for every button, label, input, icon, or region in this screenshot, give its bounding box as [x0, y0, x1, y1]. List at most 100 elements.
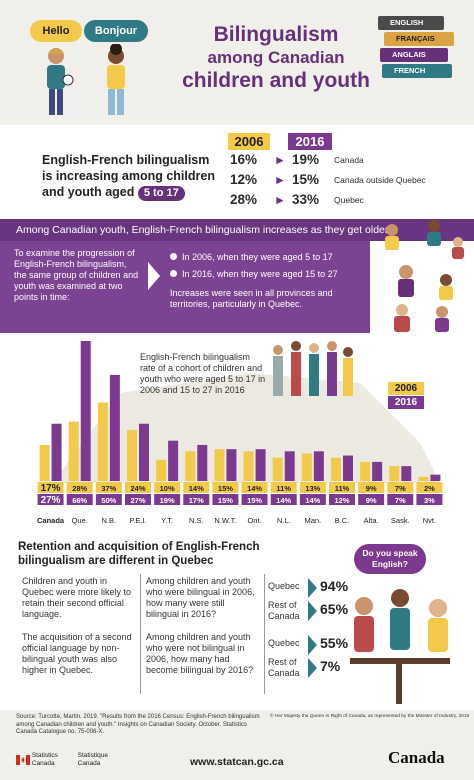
bar-ont-2016 [255, 449, 266, 481]
value-label-2016: 7% [395, 496, 406, 505]
category-label: Man. [305, 516, 322, 525]
bar-nvt-2006 [418, 476, 429, 481]
value-label-bg-2016 [270, 494, 297, 505]
category-label: Canada [37, 516, 65, 525]
value-label-2006: 13% [305, 484, 320, 493]
arrow-right-icon: ► [274, 193, 286, 207]
value-label-bg-2006 [358, 482, 385, 493]
value-label-2016: 66% [72, 496, 87, 505]
value-label-2006: 37% [101, 484, 116, 493]
category-label: Ont. [247, 516, 261, 525]
bar-sask-2016 [401, 466, 412, 481]
question-retain: Among children and youth who were biling… [146, 576, 255, 619]
answer-label-roc: Rest of Canada [268, 600, 300, 621]
source-citation: Source: Turcotte, Martin. 2019. "Results… [16, 714, 260, 735]
category-label: B.C. [335, 516, 350, 525]
conversation-illustration [350, 589, 450, 704]
bar-ns-2006 [185, 451, 196, 481]
value-label-bg-2006 [125, 482, 151, 493]
bar-nb-2016 [109, 374, 120, 481]
legend-2016: 2016 [388, 396, 424, 409]
value-label-2006: 14% [189, 484, 204, 493]
value-label-bg-2016 [358, 494, 385, 505]
category-label: Que. [72, 516, 88, 525]
answer-label-roc: Rest of Canada [268, 657, 300, 678]
book-french: FRENCH [382, 64, 452, 78]
category-label: N.B. [102, 516, 117, 525]
value-label-2016: 3% [424, 496, 435, 505]
value-label-2016: 50% [101, 496, 116, 505]
value-label-bg-2006 [95, 482, 122, 493]
book-anglais: ANGLAIS [380, 48, 448, 62]
value-label-bg-2006 [241, 482, 268, 493]
book-english: ENGLISH [378, 16, 444, 30]
bar-nwt-2006 [214, 449, 225, 481]
value-label-bg-2006 [154, 482, 181, 493]
bar-que-2006 [68, 421, 79, 481]
stat-row-outside-quebec: 12% ► 15% Canada outside Quebec [230, 172, 426, 187]
bar-que-2016 [80, 341, 91, 481]
value-label-2016: 17% [189, 496, 204, 505]
stat-row-canada: 16% ► 19% Canada [230, 152, 364, 167]
value-label-2016: 14% [305, 496, 320, 505]
value-label-2006: 7% [395, 484, 406, 493]
value-label-bg-2006 [37, 482, 64, 493]
retain-roc-value: 65% [320, 601, 349, 617]
bar-chart: 17%27%Canada28%66%Que.37%50%N.B.24%27%P.… [37, 341, 443, 525]
legend-2006: 2006 [388, 382, 424, 395]
category-label: N.S. [189, 516, 204, 525]
bar-nl-2006 [272, 457, 283, 481]
chevron-right-icon [308, 635, 317, 655]
category-label: P.E.I. [129, 516, 146, 525]
value-label-2016: 15% [218, 496, 233, 505]
value-label-2016: 9% [366, 496, 377, 505]
value-label-2016: 19% [160, 496, 175, 505]
page-title: Bilingualism among Canadian children and… [182, 23, 370, 92]
speech-bubble-bonjour: Bonjour [84, 20, 148, 42]
year-2016-label: 2016 [288, 133, 332, 150]
value-label-2006: 28% [72, 484, 87, 493]
value-label-2006: 11% [276, 484, 291, 493]
value-label-2016: 12% [334, 496, 349, 505]
divider [264, 574, 265, 694]
section-band-title: Among Canadian youth, English-French bil… [0, 219, 474, 241]
chevron-right-icon [308, 658, 317, 678]
chevron-right-icon [308, 601, 317, 621]
value-label-bg-2016 [387, 494, 414, 505]
value-label-bg-2006 [329, 482, 355, 493]
bar-nb-2006 [97, 402, 108, 481]
canada-wordmark: Canada [388, 748, 445, 767]
category-label: N.W.T. [214, 516, 236, 525]
quebec-section-title: Retention and acquisition of English-Fre… [18, 541, 260, 567]
acquire-quebec-value: 55% [320, 635, 349, 651]
cohort-panel [0, 241, 370, 333]
value-label-bg-2016 [183, 494, 210, 505]
bar-bc-2006 [331, 457, 341, 481]
bar-bc-2016 [343, 455, 353, 481]
value-label-2016: 27% [41, 495, 61, 506]
value-label-bg-2006 [416, 482, 443, 493]
chevron-right-icon [148, 262, 160, 290]
stat-row-quebec: 28% ► 33% Quebec [230, 192, 364, 207]
retain-text: Children and youth in Quebec were more l… [22, 576, 132, 619]
value-label-bg-2016 [95, 494, 122, 505]
bullet-2006: In 2006, when they were aged 5 to 17 [170, 252, 333, 262]
bar-nvt-2016 [430, 474, 441, 481]
answer-label-quebec: Quebec [268, 638, 300, 648]
arrow-right-icon: ► [274, 153, 286, 167]
value-label-bg-2016 [416, 494, 443, 505]
statcan-logo: Statistics Canada Statistique Canada [16, 752, 124, 767]
bar-pei-2006 [127, 430, 137, 481]
category-label: Nvt. [423, 516, 436, 525]
value-label-bg-2016 [125, 494, 151, 505]
value-label-2006: 17% [41, 483, 61, 494]
website-link[interactable]: www.statcan.gc.ca [190, 756, 284, 768]
value-label-2006: 10% [160, 484, 175, 493]
value-label-2006: 24% [130, 484, 145, 493]
bullet-2016: In 2016, when they were aged 15 to 27 [170, 269, 338, 279]
cohort-people-illustration [273, 341, 353, 396]
value-label-2006: 2% [424, 484, 435, 493]
value-label-2016: 14% [276, 496, 291, 505]
acquire-roc-value: 7% [320, 658, 341, 674]
value-label-2006: 14% [247, 484, 262, 493]
